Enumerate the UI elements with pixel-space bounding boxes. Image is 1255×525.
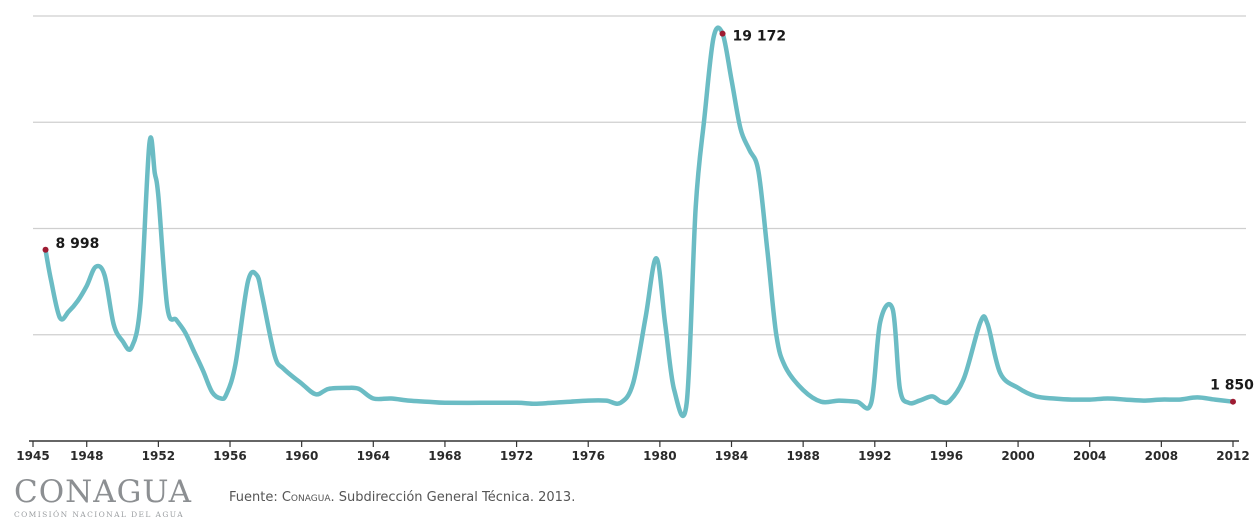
x-tick-label: 1984 [715,449,748,463]
x-tick-label: 1976 [572,449,605,463]
data-point-marker [719,30,726,37]
x-tick-label: 1980 [643,449,676,463]
x-tick-label: 1988 [786,449,819,463]
line-chart: 1945 1948 1952 1956 1960 1964 1968 1972 1976 1980… [16,15,1254,463]
x-tick-label: 2008 [1145,449,1178,463]
x-tick-label: 1992 [858,449,891,463]
x-tick-label: 1964 [357,449,390,463]
data-point-marker [42,246,49,253]
data-value-label: 1 850 [1210,378,1254,394]
x-tick-label: 1968 [428,449,461,463]
x-tick-label: 1948 [70,449,103,463]
x-tick-label: 1960 [285,449,318,463]
series-line-group [43,25,1236,419]
logo-text: CONAGUA [14,474,192,510]
data-point-marker [1230,398,1236,405]
x-tick-label: 1945 [16,449,49,463]
source-prefix: Fuente: [229,490,282,505]
logo-subtitle: COMISIÓN NACIONAL DEL AGUA [14,510,185,519]
x-tick-label: 2012 [1216,449,1249,463]
x-axis: 1945 1948 1952 1956 1960 1964 1968 1972 1976 1980… [16,440,1250,463]
data-value-label: 8 998 [56,236,100,252]
x-tick-label: 1952 [142,449,175,463]
source-org: Conagua [281,490,331,505]
x-tick-label: 2004 [1073,449,1106,463]
x-tick-label: 1956 [213,449,246,463]
series-line [43,25,1236,419]
x-tick-label: 1996 [930,449,963,463]
data-value-label: 19 172 [733,29,787,45]
data-labels: 8 998 19 172 1 850 [42,29,1254,405]
x-tick-label: 2000 [1001,449,1034,463]
source-note: Fuente: Conagua. Subdirección General Té… [229,490,575,505]
x-tick-label: 1972 [500,449,533,463]
gridlines [33,15,1246,336]
source-rest: . Subdirección General Técnica. 2013. [330,490,576,505]
conagua-logo: CONAGUA COMISIÓN NACIONAL DEL AGUA [14,476,209,520]
